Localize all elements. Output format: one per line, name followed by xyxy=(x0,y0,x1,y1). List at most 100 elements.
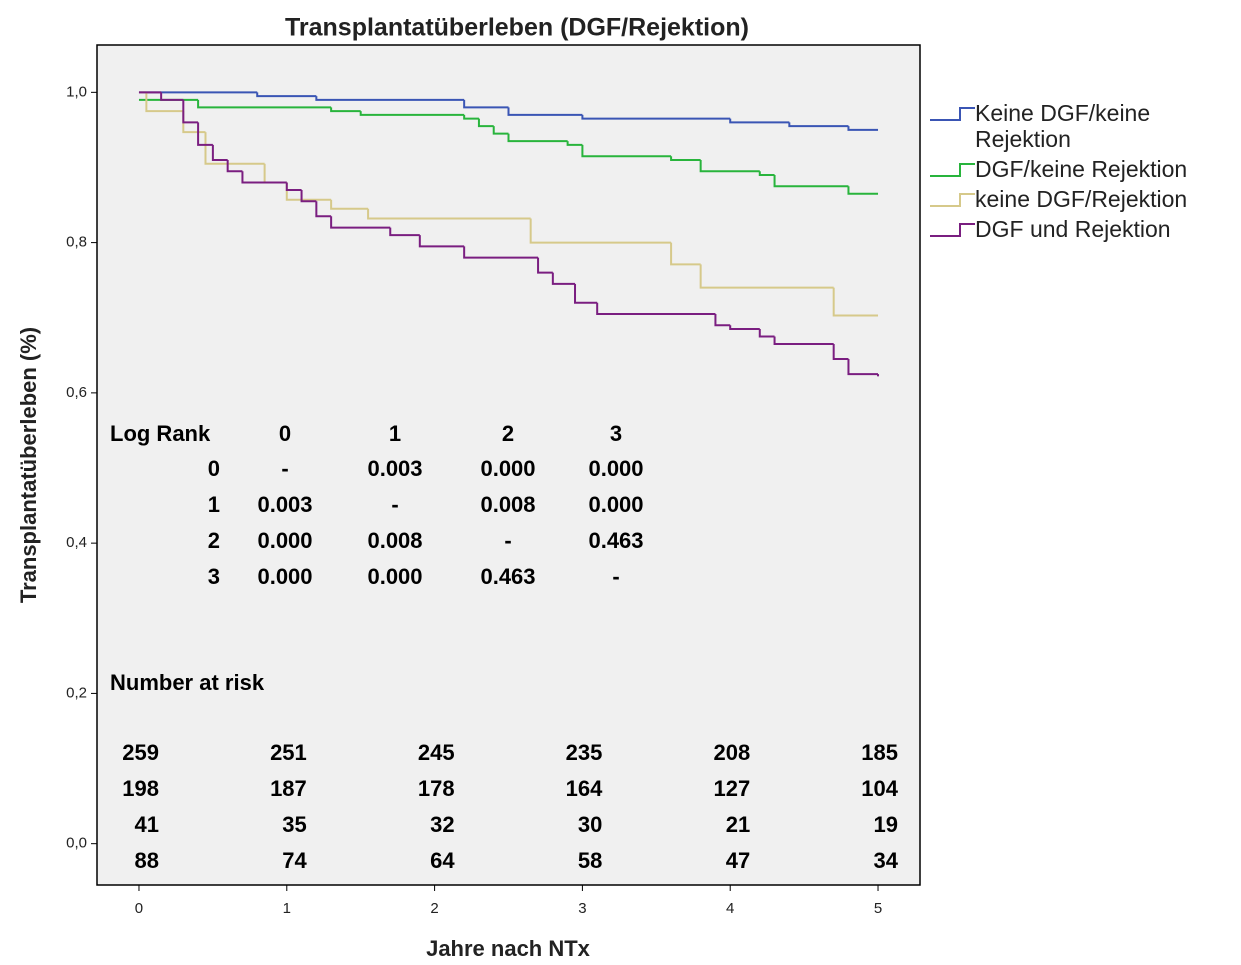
table-cell: - xyxy=(281,456,288,481)
curve-step xyxy=(537,257,553,274)
curve-step xyxy=(418,235,465,248)
risk-count: 187 xyxy=(270,776,307,801)
risk-count: 35 xyxy=(282,812,306,837)
table-row-label: 1 xyxy=(208,492,220,517)
curve-step xyxy=(492,126,509,135)
curve-step xyxy=(507,107,583,116)
legend-item: keine DGF/Rejektion xyxy=(930,186,1235,212)
legend-item: DGF und Rejektion xyxy=(930,216,1235,242)
table-header: 0 xyxy=(279,421,291,446)
y-tick-label: 0,2 xyxy=(66,684,87,701)
curve-step xyxy=(145,92,184,113)
x-axis-title: Jahre nach NTx xyxy=(426,936,591,961)
risk-count: 41 xyxy=(134,812,158,837)
curve-step xyxy=(182,99,199,124)
curve-step xyxy=(315,96,465,101)
table-cell: 0.003 xyxy=(367,456,422,481)
risk-count: 259 xyxy=(122,740,159,765)
curve-step xyxy=(596,302,716,315)
curve-step xyxy=(211,144,228,161)
table-row-label: 0 xyxy=(208,456,220,481)
risk-count: 58 xyxy=(578,848,602,873)
table-cell: 0.463 xyxy=(480,564,535,589)
x-tick-label: 1 xyxy=(283,900,291,917)
risk-count: 178 xyxy=(418,776,455,801)
legend: Keine DGF/keine Rejektion DGF/keine Rejek… xyxy=(930,100,1235,246)
curve-step xyxy=(714,313,731,327)
x-tick-label: 0 xyxy=(135,900,143,917)
curve-step xyxy=(315,201,332,218)
curve-step xyxy=(670,242,701,266)
table-cell: 0.463 xyxy=(588,528,643,553)
table-title: Log Rank xyxy=(110,421,211,446)
table-cell: 0.003 xyxy=(257,492,312,517)
curve-step xyxy=(529,218,672,244)
curve-step xyxy=(758,171,775,176)
table-cell: 0.008 xyxy=(480,492,535,517)
legend-label: DGF/keine Rejektion xyxy=(975,156,1188,182)
curve-step xyxy=(463,114,479,120)
curve-step xyxy=(507,133,568,143)
curve-step xyxy=(197,122,213,146)
risk-count: 21 xyxy=(726,812,750,837)
y-tick-label: 0,4 xyxy=(66,534,87,551)
risk-count: 245 xyxy=(418,740,455,765)
table-cell: 0.000 xyxy=(588,456,643,481)
table-header: 2 xyxy=(502,421,514,446)
curve-step xyxy=(581,144,672,158)
x-tick-label: 2 xyxy=(430,900,438,917)
curve-step xyxy=(477,118,494,128)
risk-count: 32 xyxy=(430,812,454,837)
curve-step xyxy=(788,122,849,128)
legend-label: Keine DGF/keine Rejektion xyxy=(975,100,1151,152)
curve-step xyxy=(832,344,849,361)
risk-count: 104 xyxy=(861,776,898,801)
risk-count: 47 xyxy=(726,848,750,873)
curve-step xyxy=(699,159,760,173)
legend-swatch xyxy=(930,107,975,121)
curve-step xyxy=(367,208,531,220)
curve-step xyxy=(832,287,879,317)
curve-step xyxy=(330,199,369,210)
curve-step xyxy=(847,186,879,195)
table-cell: 0.000 xyxy=(367,564,422,589)
table-cell: 0.000 xyxy=(257,528,312,553)
curve-step xyxy=(847,126,879,131)
legend-label: keine DGF/Rejektion xyxy=(975,186,1188,212)
table-cell: 0.008 xyxy=(367,528,422,553)
curve-step xyxy=(389,227,420,237)
curve-step xyxy=(729,325,760,331)
risk-count: 74 xyxy=(282,848,307,873)
risk-count: 64 xyxy=(430,848,455,873)
curve-step xyxy=(699,264,834,289)
curve-step xyxy=(197,99,332,109)
risk-count: 127 xyxy=(713,776,750,801)
table-cell: 0.000 xyxy=(257,564,312,589)
table-row-label: 3 xyxy=(208,564,220,589)
table-cell: 0.000 xyxy=(480,456,535,481)
table-cell: - xyxy=(612,564,619,589)
risk-count: 164 xyxy=(566,776,603,801)
curve-step xyxy=(463,99,509,109)
table-header: 3 xyxy=(610,421,622,446)
curve-step xyxy=(670,156,701,161)
table-header: 1 xyxy=(389,421,401,446)
curve-step xyxy=(256,92,317,98)
risk-count: 208 xyxy=(713,740,750,765)
y-axis-title: Transplantatüberleben (%) xyxy=(16,327,41,603)
curve-step xyxy=(330,216,391,229)
table-row-label: 2 xyxy=(208,528,220,553)
legend-swatch xyxy=(930,193,975,207)
legend-label: DGF und Rejektion xyxy=(975,216,1171,242)
x-tick-label: 4 xyxy=(726,900,734,917)
legend-swatch xyxy=(930,163,975,177)
curve-step xyxy=(758,329,775,338)
risk-count: 88 xyxy=(134,848,158,873)
legend-swatch xyxy=(930,223,975,237)
curve-step xyxy=(574,283,598,304)
curve-step xyxy=(729,118,790,124)
y-tick-label: 0,0 xyxy=(66,835,87,852)
legend-item: DGF/keine Rejektion xyxy=(930,156,1235,182)
curve-step xyxy=(226,159,243,173)
